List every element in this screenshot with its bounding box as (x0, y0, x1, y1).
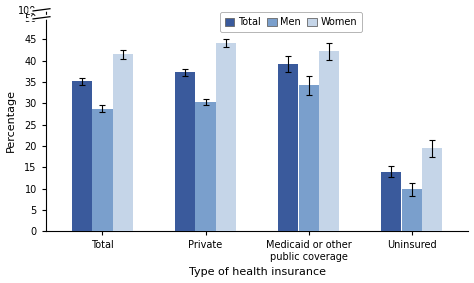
Bar (319, 51, 339, 231)
Bar (175, 72, 195, 231)
Bar (195, 102, 216, 231)
Bar (381, 171, 401, 231)
Bar (113, 54, 133, 231)
Bar (72, 81, 92, 231)
X-axis label: Type of health insurance: Type of health insurance (189, 267, 326, 277)
Y-axis label: Percentage: Percentage (6, 89, 16, 152)
Bar (278, 64, 298, 231)
Bar (422, 148, 442, 231)
Legend: Total, Men, Women: Total, Men, Women (220, 12, 362, 32)
Bar (216, 43, 236, 231)
Bar (92, 109, 112, 231)
Bar (401, 190, 422, 231)
Bar (299, 85, 319, 231)
